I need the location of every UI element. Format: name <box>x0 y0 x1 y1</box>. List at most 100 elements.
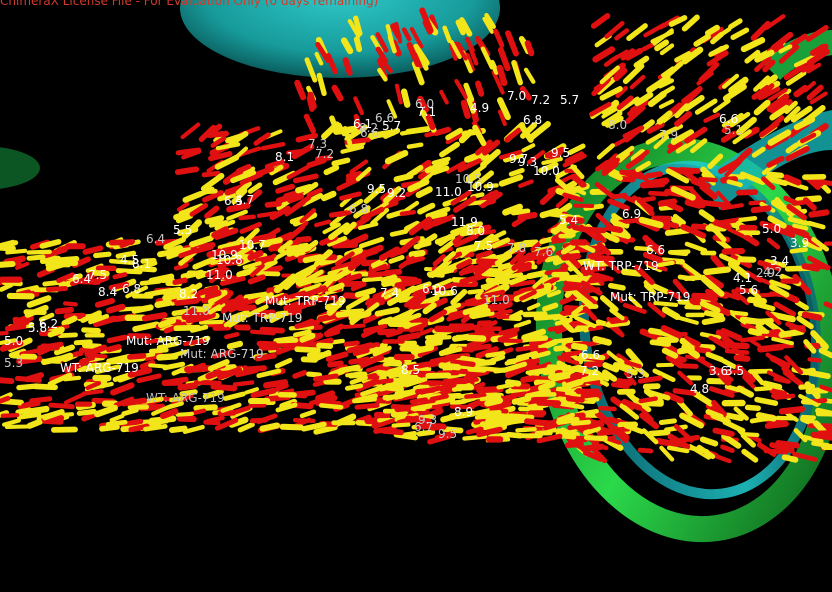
stick-bond <box>93 251 112 259</box>
stick-bond <box>693 33 711 47</box>
stick-bond <box>637 447 654 454</box>
stick-bond <box>291 143 315 160</box>
stick-bond <box>301 421 327 432</box>
stick-bond <box>757 83 775 101</box>
stick-bond <box>624 371 637 386</box>
stick-bond <box>524 357 540 368</box>
stick-bond <box>562 192 584 203</box>
stick-bond <box>292 173 319 184</box>
stick-bond <box>189 324 209 333</box>
stick-bond <box>108 258 136 266</box>
stick-bond <box>1 418 21 427</box>
stick-bond <box>64 358 90 374</box>
stick-bond <box>727 260 750 279</box>
stick-bond <box>404 376 428 388</box>
stick-bond <box>434 281 461 292</box>
stick-bond <box>594 272 614 282</box>
stick-bond <box>712 98 731 114</box>
stick-bond <box>399 209 417 217</box>
stick-bond <box>599 86 623 101</box>
stick-bond <box>327 360 344 368</box>
distance-label: 9.7 <box>509 152 528 166</box>
stick-bond <box>491 237 511 249</box>
stick-bond <box>667 249 691 255</box>
stick-bond <box>326 297 346 316</box>
stick-bond <box>710 31 724 45</box>
stick-bond <box>564 259 584 278</box>
stick-bond <box>634 91 654 107</box>
stick-bond <box>194 244 214 254</box>
stick-bond <box>769 343 795 350</box>
stick-bond <box>481 139 501 156</box>
stick-bond <box>563 281 582 288</box>
distance-label: 10.0 <box>533 164 560 178</box>
stick-bond <box>434 289 455 298</box>
distance-label: 5.6 <box>739 283 758 297</box>
stick-bond <box>562 284 579 292</box>
stick-bond <box>724 412 745 422</box>
stick-bond <box>368 129 396 140</box>
stick-bond <box>343 198 364 214</box>
stick-bond <box>562 153 587 168</box>
stick-bond <box>417 95 430 113</box>
stick-bond <box>623 423 645 435</box>
stick-bond <box>132 321 160 332</box>
stick-bond <box>646 74 671 94</box>
stick-bond <box>180 122 201 140</box>
stick-bond <box>425 113 436 131</box>
stick-bond <box>185 315 206 324</box>
stick-bond <box>611 382 630 390</box>
stick-bond <box>408 323 425 333</box>
stick-bond <box>445 353 471 360</box>
stick-bond <box>609 49 630 63</box>
stick-bond <box>426 211 448 220</box>
stick-bond <box>242 261 262 270</box>
stick-bond <box>348 356 370 365</box>
stick-bond <box>624 47 644 61</box>
stick-bond <box>76 408 97 416</box>
stick-bond <box>637 375 663 384</box>
stick-bond <box>482 16 494 34</box>
stick-bond <box>247 274 266 285</box>
distance-label: 5.1 <box>724 123 743 137</box>
stick-bond <box>639 328 663 342</box>
stick-bond <box>644 177 670 187</box>
stick-bond <box>672 388 697 396</box>
stick-bond <box>755 412 777 422</box>
stick-bond <box>628 295 643 310</box>
residue-label: WT: TRP-719 <box>583 259 659 273</box>
stick-bond <box>212 324 232 331</box>
stick-bond <box>611 192 628 200</box>
stick-bond <box>649 339 672 347</box>
stick-bond <box>741 448 759 463</box>
stick-bond <box>580 280 603 296</box>
stick-bond <box>612 362 638 376</box>
distance-label: 4.5 <box>120 253 139 267</box>
stick-bond <box>293 339 313 350</box>
stick-bond <box>733 354 751 362</box>
stick-bond <box>81 342 103 350</box>
stick-bond <box>670 186 696 201</box>
stick-bond <box>263 379 289 389</box>
stick-bond <box>357 221 379 231</box>
stick-bond <box>108 281 130 291</box>
stick-bond <box>442 25 452 44</box>
stick-bond <box>413 43 430 66</box>
stick-bond <box>243 291 271 301</box>
stick-bond <box>615 145 635 160</box>
stick-bond <box>154 299 173 308</box>
stick-bond <box>784 355 804 375</box>
stick-bond <box>794 299 809 311</box>
stick-bond <box>807 357 823 363</box>
stick-bond <box>765 310 782 326</box>
stick-bond <box>226 202 251 213</box>
stick-bond <box>547 211 574 220</box>
stick-bond <box>131 304 154 314</box>
stick-bond <box>349 159 369 174</box>
stick-bond <box>712 337 730 350</box>
stick-bond <box>653 300 679 307</box>
stick-bond <box>313 249 333 267</box>
stick-bond <box>732 129 752 145</box>
stick-bond <box>110 382 135 396</box>
